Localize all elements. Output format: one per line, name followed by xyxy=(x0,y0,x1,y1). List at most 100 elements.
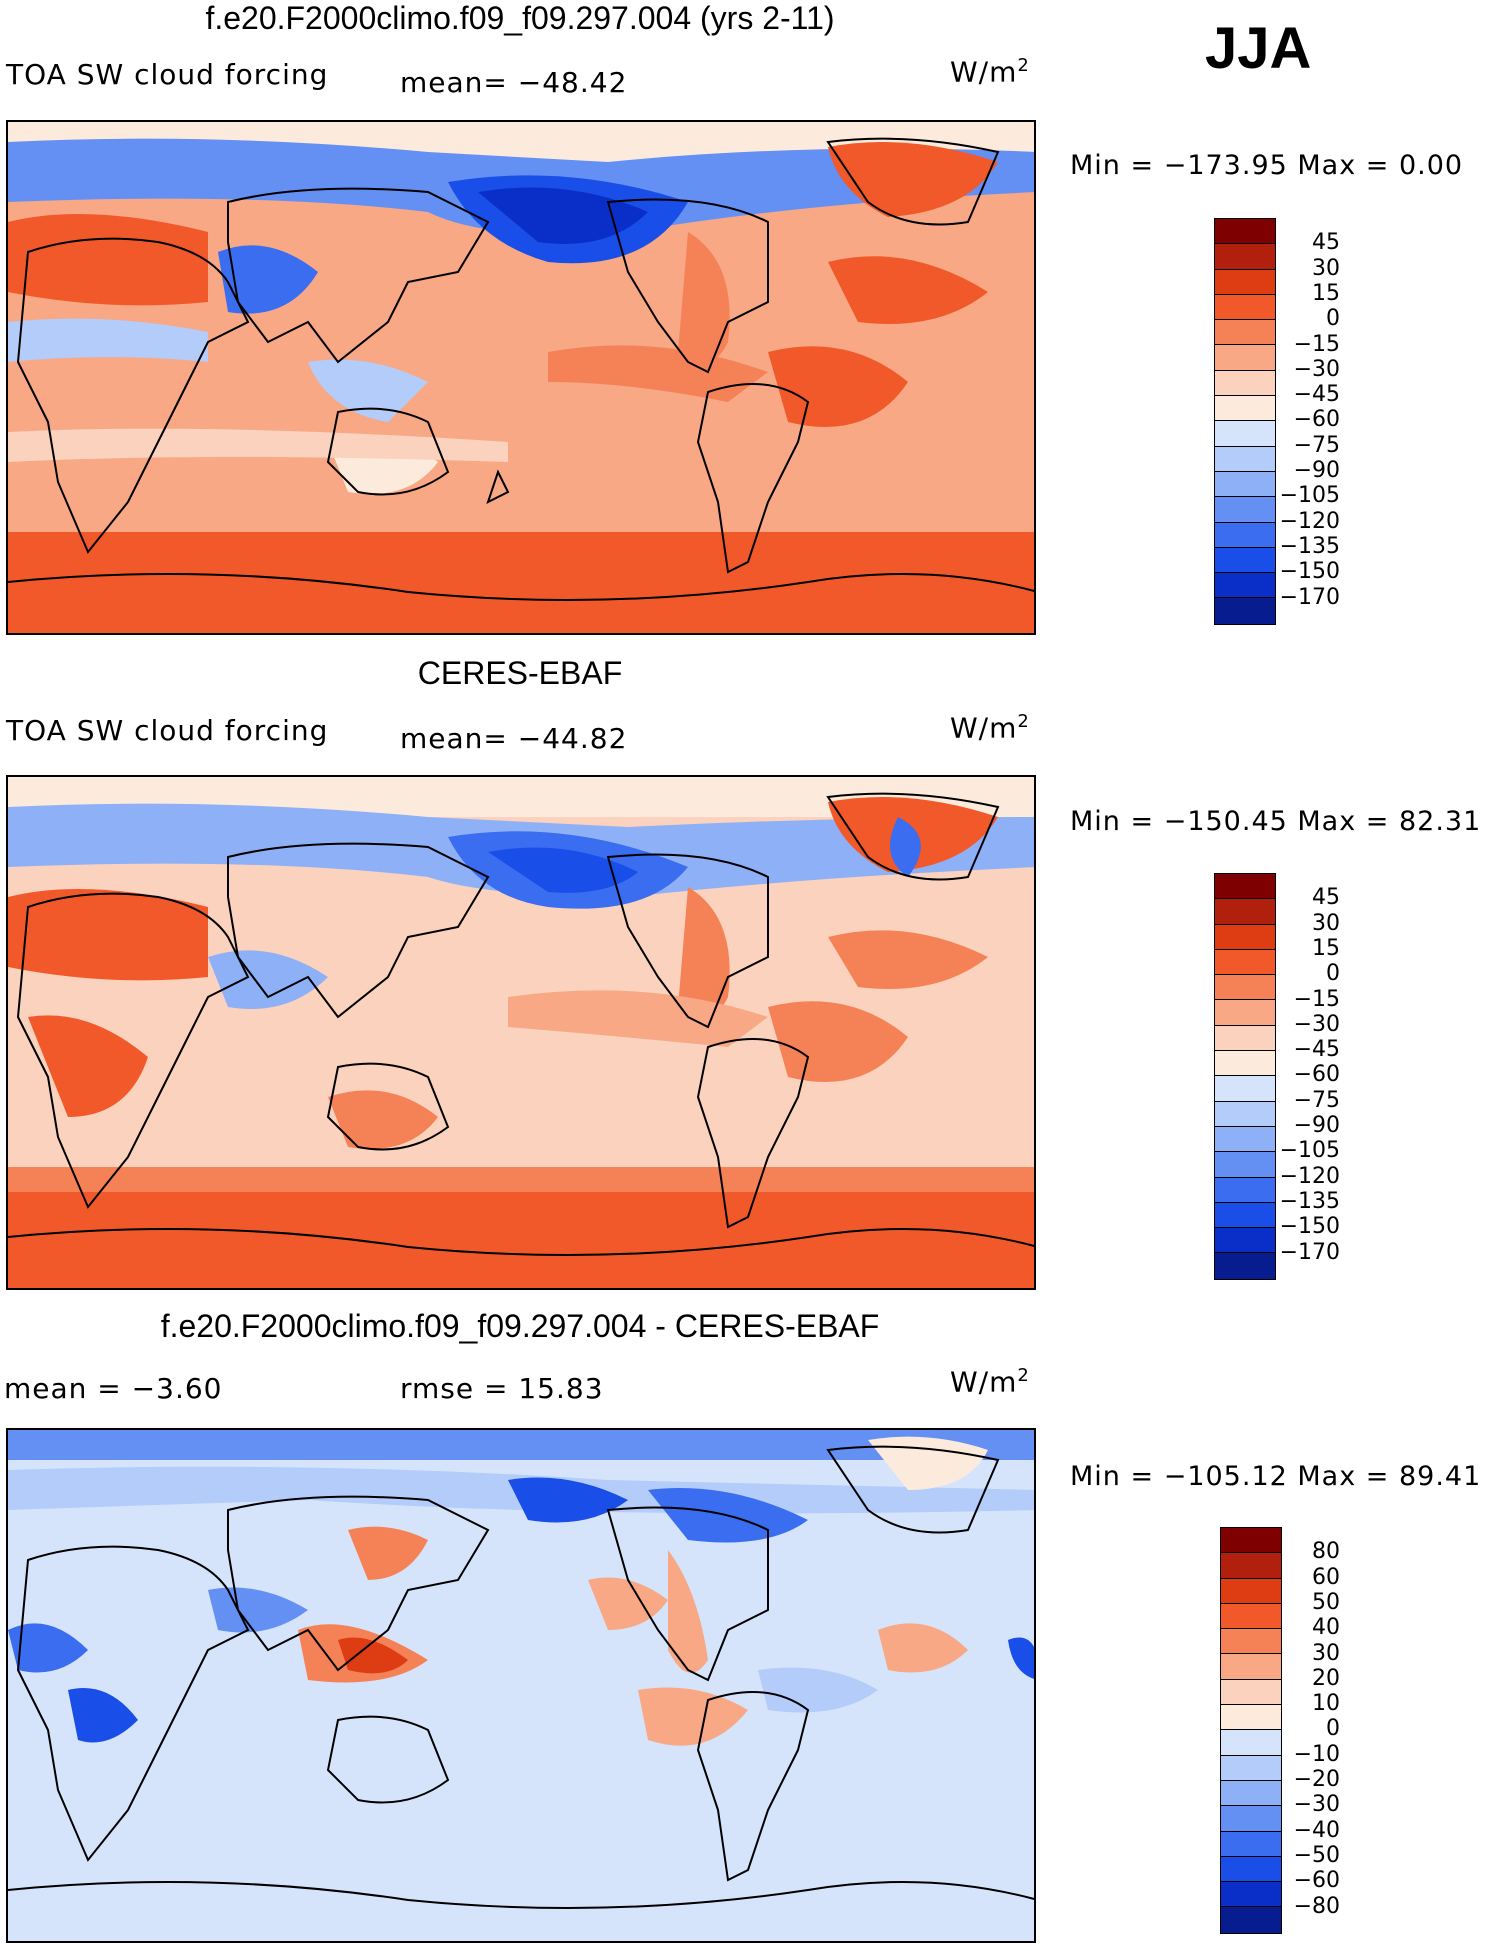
panel-model-colorbar xyxy=(1214,218,1276,625)
panel-obs-units: W/m2 xyxy=(950,711,1030,745)
colorbar-tick-label: −80 xyxy=(1293,1893,1340,1919)
panel-obs-mean: mean= −44.82 xyxy=(400,722,628,755)
colorbar-tick-label: 20 xyxy=(1312,1665,1340,1691)
colorbar-swatch xyxy=(1221,1882,1281,1908)
colorbar-swatch xyxy=(1215,269,1275,295)
colorbar-tick-label: 40 xyxy=(1312,1615,1340,1641)
colorbar-tick-label: 45 xyxy=(1312,230,1340,256)
panel-diff-units: W/m2 xyxy=(950,1365,1030,1399)
colorbar-swatch xyxy=(1221,1806,1281,1832)
colorbar-swatch xyxy=(1215,1000,1275,1026)
colorbar-swatch xyxy=(1221,1856,1281,1883)
panel-obs-min-max: Min = −150.45 Max = 82.31 xyxy=(1070,806,1482,837)
colorbar-tick-label: −50 xyxy=(1293,1842,1340,1868)
colorbar-swatch xyxy=(1221,1603,1281,1630)
colorbar-tick-label: −30 xyxy=(1293,1792,1340,1818)
colorbar-tick-label: 15 xyxy=(1312,935,1340,961)
panel-diff-map xyxy=(6,1428,1036,1943)
colorbar-swatch xyxy=(1221,1831,1281,1857)
colorbar-tick-label: −135 xyxy=(1279,1188,1340,1214)
colorbar-swatch xyxy=(1215,345,1275,371)
panel-model-title: f.e20.F2000climo.f09_f09.297.004 (yrs 2-… xyxy=(205,0,835,36)
colorbar-tick-label: 0 xyxy=(1326,961,1340,987)
colorbar-swatch xyxy=(1215,924,1275,950)
colorbar-tick-label: −105 xyxy=(1279,483,1340,509)
colorbar-tick-label: −150 xyxy=(1279,1214,1340,1240)
colorbar-tick-label: 80 xyxy=(1312,1539,1340,1565)
colorbar-swatch xyxy=(1221,1907,1281,1933)
colorbar-tick-label: −90 xyxy=(1293,458,1340,483)
colorbar-swatch xyxy=(1215,446,1275,472)
colorbar-swatch xyxy=(1221,1705,1281,1731)
colorbar-swatch xyxy=(1221,1553,1281,1579)
colorbar-swatch xyxy=(1215,1076,1275,1102)
panel-obs-colorbar xyxy=(1214,873,1276,1280)
panel-diff-mean: mean = −3.60 xyxy=(4,1372,223,1405)
colorbar-swatch xyxy=(1215,1126,1275,1153)
colorbar-tick-label: −120 xyxy=(1279,1163,1340,1189)
season-label: JJA xyxy=(1205,16,1312,81)
colorbar-tick-label: −60 xyxy=(1293,1062,1340,1088)
colorbar-swatch xyxy=(1215,522,1275,548)
panel-model-min-max: Min = −173.95 Max = 0.00 xyxy=(1070,150,1464,181)
colorbar-tick-label: −60 xyxy=(1293,1868,1340,1894)
colorbar-tick-label: −30 xyxy=(1293,1011,1340,1037)
model-map-field xyxy=(8,122,1034,633)
colorbar-tick-label: −170 xyxy=(1279,1239,1340,1265)
colorbar-swatch xyxy=(1215,874,1275,900)
colorbar-swatch xyxy=(1215,1253,1275,1279)
colorbar-tick-label: −45 xyxy=(1293,382,1340,408)
colorbar-swatch xyxy=(1215,1228,1275,1254)
panel-model-units: W/m2 xyxy=(950,55,1030,89)
colorbar-tick-label: −90 xyxy=(1293,1113,1340,1138)
colorbar-tick-label: −30 xyxy=(1293,356,1340,382)
colorbar-tick-label: 0 xyxy=(1326,306,1340,332)
obs-map-field xyxy=(8,777,1034,1288)
panel-model-mean: mean= −48.42 xyxy=(400,66,628,99)
panel-obs-variable-label: TOA SW cloud forcing xyxy=(6,714,329,747)
panel-diff-title: f.e20.F2000climo.f09_f09.297.004 - CERES… xyxy=(160,1308,880,1344)
colorbar-swatch xyxy=(1221,1578,1281,1604)
colorbar-swatch xyxy=(1215,421,1275,447)
colorbar-swatch xyxy=(1215,1152,1275,1178)
colorbar-tick-label: −120 xyxy=(1279,508,1340,534)
colorbar-tick-label: −40 xyxy=(1293,1817,1340,1843)
colorbar-tick-label: −170 xyxy=(1279,584,1340,610)
colorbar-swatch xyxy=(1215,471,1275,498)
colorbar-swatch xyxy=(1215,396,1275,422)
colorbar-swatch xyxy=(1215,219,1275,245)
panel-model-variable-label: TOA SW cloud forcing xyxy=(6,58,329,91)
colorbar-swatch xyxy=(1221,1654,1281,1680)
colorbar-tick-label: −45 xyxy=(1293,1037,1340,1063)
colorbar-swatch xyxy=(1215,1051,1275,1077)
colorbar-swatch xyxy=(1215,1025,1275,1052)
colorbar-tick-label: −15 xyxy=(1293,986,1340,1012)
colorbar-swatch xyxy=(1221,1528,1281,1554)
colorbar-swatch xyxy=(1215,1177,1275,1203)
colorbar-swatch xyxy=(1221,1755,1281,1781)
colorbar-swatch xyxy=(1215,1101,1275,1127)
colorbar-swatch xyxy=(1215,598,1275,624)
panel-diff-min-max: Min = −105.12 Max = 89.41 xyxy=(1070,1461,1482,1492)
colorbar-swatch xyxy=(1215,573,1275,599)
panel-model-map xyxy=(6,120,1036,635)
colorbar-tick-label: −150 xyxy=(1279,559,1340,585)
colorbar-tick-label: 30 xyxy=(1312,255,1340,281)
colorbar-tick-label: −75 xyxy=(1293,432,1340,458)
colorbar-swatch xyxy=(1215,975,1275,1001)
colorbar-tick-label: −135 xyxy=(1279,533,1340,559)
colorbar-swatch xyxy=(1215,370,1275,397)
colorbar-tick-label: 0 xyxy=(1326,1716,1340,1742)
colorbar-tick-label: −20 xyxy=(1293,1767,1340,1792)
colorbar-swatch xyxy=(1215,1202,1275,1229)
colorbar-tick-label: 15 xyxy=(1312,280,1340,306)
colorbar-swatch xyxy=(1215,949,1275,976)
colorbar-tick-label: −105 xyxy=(1279,1138,1340,1164)
colorbar-tick-label: −60 xyxy=(1293,407,1340,433)
panel-diff-rmse: rmse = 15.83 xyxy=(400,1372,604,1405)
panel-obs-title: CERES-EBAF xyxy=(417,655,623,691)
colorbar-tick-label: 10 xyxy=(1312,1691,1340,1717)
colorbar-tick-label: −10 xyxy=(1293,1741,1340,1767)
colorbar-swatch xyxy=(1215,320,1275,346)
colorbar-tick-label: 30 xyxy=(1312,910,1340,936)
